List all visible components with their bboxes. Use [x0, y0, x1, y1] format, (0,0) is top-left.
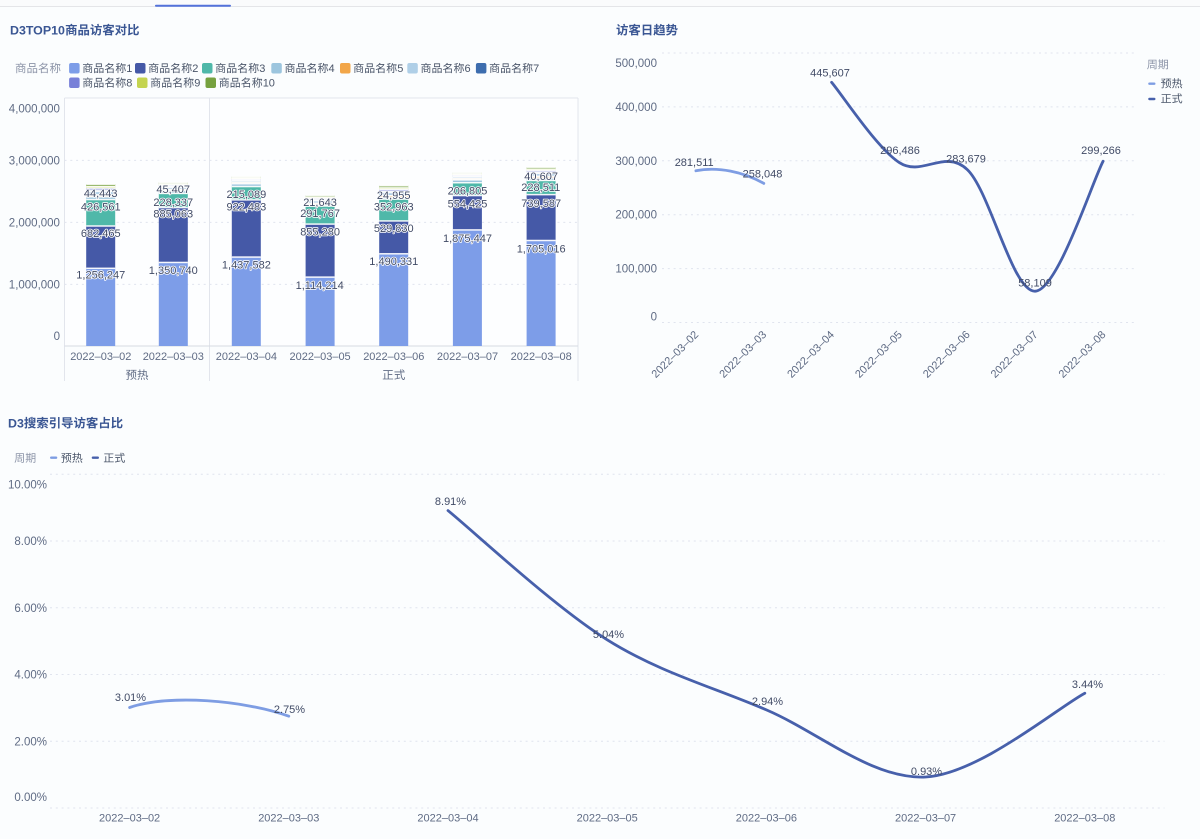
svg-text:3.44%: 3.44% — [1072, 679, 1103, 691]
svg-text:1,000,000: 1,000,000 — [9, 279, 60, 291]
svg-text:44,443: 44,443 — [84, 188, 118, 200]
svg-text:4.00%: 4.00% — [14, 670, 47, 682]
svg-text:10: 10 — [263, 78, 275, 90]
svg-text:206,805: 206,805 — [448, 185, 488, 197]
svg-text:8.00%: 8.00% — [14, 536, 47, 548]
svg-text:296,486: 296,486 — [880, 145, 920, 157]
svg-text:0: 0 — [54, 331, 60, 343]
svg-text:8.91%: 8.91% — [435, 496, 466, 508]
svg-text:10.00%: 10.00% — [8, 479, 47, 491]
svg-text:2.00%: 2.00% — [14, 736, 47, 748]
svg-text:682,465: 682,465 — [81, 228, 121, 240]
svg-text:215,089: 215,089 — [227, 189, 267, 201]
svg-text:400,000: 400,000 — [615, 102, 657, 114]
svg-text:6: 6 — [465, 63, 471, 75]
svg-text:4,000,000: 4,000,000 — [9, 104, 60, 116]
svg-text:554,425: 554,425 — [448, 199, 488, 211]
svg-text:1: 1 — [126, 63, 132, 75]
svg-text:7: 7 — [533, 63, 539, 75]
svg-text:258,048: 258,048 — [743, 169, 783, 181]
svg-text:2.94%: 2.94% — [752, 696, 783, 708]
svg-text:3: 3 — [259, 63, 265, 75]
svg-text:2022–03–08: 2022–03–08 — [511, 351, 572, 363]
svg-text:228,337: 228,337 — [153, 197, 193, 209]
svg-text:8: 8 — [126, 78, 132, 90]
svg-text:283,679: 283,679 — [946, 153, 986, 165]
svg-text:6.00%: 6.00% — [14, 603, 47, 615]
svg-text:426,561: 426,561 — [81, 201, 121, 213]
svg-text:4: 4 — [329, 63, 335, 75]
svg-text:5: 5 — [397, 63, 403, 75]
svg-text:2022–03–03: 2022–03–03 — [143, 351, 204, 363]
svg-text:1,256,247: 1,256,247 — [76, 270, 125, 282]
svg-text:291,767: 291,767 — [300, 208, 340, 220]
svg-text:2022–03–08: 2022–03–08 — [1054, 812, 1115, 824]
svg-text:529,830: 529,830 — [374, 223, 414, 235]
svg-text:200,000: 200,000 — [615, 210, 657, 222]
svg-text:855,280: 855,280 — [300, 227, 340, 239]
svg-text:228,511: 228,511 — [521, 182, 560, 194]
svg-text:2.75%: 2.75% — [274, 704, 305, 716]
svg-text:300,000: 300,000 — [615, 156, 657, 168]
svg-text:0.00%: 0.00% — [14, 792, 47, 804]
svg-text:3.01%: 3.01% — [115, 692, 146, 704]
svg-text:9: 9 — [194, 78, 200, 90]
svg-text:2022–03–06: 2022–03–06 — [736, 812, 797, 824]
svg-text:922,483: 922,483 — [227, 202, 267, 214]
svg-text:2022–03–04: 2022–03–04 — [216, 351, 277, 363]
svg-text:D3: D3 — [8, 416, 24, 430]
svg-text:24,955: 24,955 — [377, 190, 411, 202]
svg-text:281,511: 281,511 — [675, 157, 714, 169]
svg-text:2,000,000: 2,000,000 — [9, 217, 60, 229]
svg-text:100,000: 100,000 — [615, 264, 657, 276]
svg-text:500,000: 500,000 — [615, 58, 657, 70]
svg-text:0: 0 — [651, 312, 657, 324]
svg-text:58,109: 58,109 — [1018, 277, 1052, 289]
svg-text:0.93%: 0.93% — [911, 766, 942, 778]
svg-text:5.04%: 5.04% — [593, 629, 624, 641]
svg-text:352,963: 352,963 — [374, 201, 414, 213]
svg-text:40,607: 40,607 — [524, 171, 558, 183]
svg-text:299,266: 299,266 — [1081, 145, 1121, 157]
svg-text:2022–03–05: 2022–03–05 — [577, 812, 638, 824]
svg-text:739,587: 739,587 — [521, 198, 561, 210]
svg-text:2022–03–03: 2022–03–03 — [258, 812, 319, 824]
svg-text:D3TOP10: D3TOP10 — [10, 23, 65, 37]
svg-text:2022–03–02: 2022–03–02 — [99, 812, 160, 824]
svg-text:1,350,740: 1,350,740 — [149, 265, 198, 277]
svg-text:1,875,447: 1,875,447 — [443, 233, 492, 245]
svg-text:2022–03–06: 2022–03–06 — [363, 351, 424, 363]
svg-text:1,437,582: 1,437,582 — [222, 260, 271, 272]
svg-text:21,643: 21,643 — [303, 197, 337, 209]
svg-text:2022–03–07: 2022–03–07 — [895, 812, 956, 824]
svg-text:45,407: 45,407 — [156, 184, 190, 196]
svg-text:1,114,214: 1,114,214 — [296, 280, 344, 292]
svg-text:2022–03–07: 2022–03–07 — [437, 351, 498, 363]
svg-text:2022–03–04: 2022–03–04 — [417, 812, 478, 824]
svg-text:885,063: 885,063 — [153, 209, 193, 221]
svg-text:1,705,016: 1,705,016 — [517, 243, 566, 255]
svg-text:445,607: 445,607 — [810, 67, 850, 79]
svg-text:2: 2 — [192, 63, 198, 75]
svg-text:1,490,331: 1,490,331 — [369, 256, 418, 268]
svg-text:2022–03–05: 2022–03–05 — [290, 351, 351, 363]
svg-text:3,000,000: 3,000,000 — [9, 155, 60, 167]
svg-text:2022–03–02: 2022–03–02 — [70, 351, 131, 363]
